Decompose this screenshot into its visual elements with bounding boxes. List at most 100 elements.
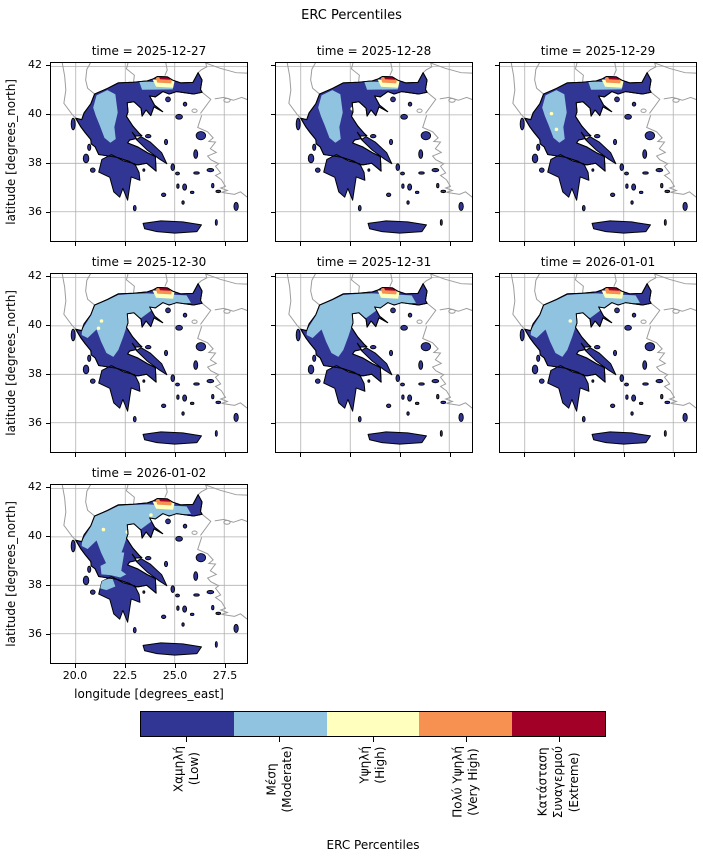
y-axis-label-text: latitude [degrees_north] [4, 79, 18, 225]
panel-title: time = 2025-12-30 [91, 255, 207, 269]
x-axis-label: longitude [degrees_east] [74, 687, 224, 701]
map-axes [50, 484, 248, 664]
y-tick-mark [46, 211, 50, 213]
y-tick-mark [271, 211, 275, 213]
colorbar-tick-label-line: Μέση [264, 763, 279, 796]
y-tick-mark [46, 324, 50, 326]
neighbor-borders [61, 274, 247, 409]
x-tick-mark [174, 242, 176, 246]
colorbar-tick-label-line: Χαμηλή [171, 746, 185, 793]
y-tick-mark [495, 64, 499, 66]
x-tick-label: 27.5 [212, 669, 238, 682]
y-tick-mark [495, 113, 499, 115]
greece-map [51, 274, 247, 452]
y-tick-label: 42 [28, 58, 42, 72]
coastline [300, 283, 428, 383]
y-tick-mark [46, 422, 50, 424]
x-tick-label: 22.5 [112, 669, 138, 682]
greece-map [276, 274, 472, 452]
colorbar-segment-high [326, 712, 420, 736]
greece-map [276, 63, 472, 241]
coastline [75, 72, 203, 172]
y-tick-label: 36 [28, 416, 42, 430]
x-tick-mark [573, 453, 575, 457]
x-tick-mark [174, 453, 176, 457]
colorbar-tick-label: Κατάσταση Συναγερμού (Extreme) [536, 746, 583, 818]
x-tick-mark [74, 664, 76, 668]
panel-title: time = 2026-01-01 [540, 255, 656, 269]
greece-map [500, 63, 696, 241]
x-tick-mark [349, 242, 351, 246]
y-tick-mark [46, 486, 50, 488]
panel-title: time = 2026-01-02 [91, 466, 207, 480]
y-tick-label: 42 [28, 480, 42, 494]
y-tick-label: 40 [28, 529, 42, 543]
y-tick-mark [271, 275, 275, 277]
y-tick-mark [495, 162, 499, 164]
y-tick-mark [46, 535, 50, 537]
colorbar-tick-mark [465, 737, 467, 742]
coastline [300, 72, 428, 172]
colorbar-tick-label: Υψηλή (High) [357, 746, 388, 784]
colorbar-segment-extreme [512, 712, 605, 736]
y-tick-mark [46, 162, 50, 164]
x-tick-mark [74, 453, 76, 457]
y-axis-label: latitude [degrees_north] [2, 273, 20, 453]
y-tick-label: 40 [28, 107, 42, 121]
x-tick-mark [399, 242, 401, 246]
colorbar-tick-label-line: Συναγερμού [551, 746, 566, 819]
x-tick-mark [124, 453, 126, 457]
x-tick-mark [74, 242, 76, 246]
y-tick-label: 42 [28, 269, 42, 283]
y-tick-mark [271, 113, 275, 115]
x-tick-mark [299, 242, 301, 246]
map-axes [50, 273, 248, 453]
x-tick-mark [124, 242, 126, 246]
y-tick-mark [46, 275, 50, 277]
neighbor-borders [286, 63, 472, 198]
greece-map [500, 274, 696, 452]
panel-title: time = 2025-12-29 [540, 44, 656, 58]
colorbar-axis-label: ERC Percentiles [326, 838, 420, 852]
x-tick-mark [124, 664, 126, 668]
y-axis-label: latitude [degrees_north] [2, 484, 20, 664]
y-tick-mark [46, 373, 50, 375]
x-tick-label: 25.0 [162, 669, 188, 682]
y-tick-mark [495, 324, 499, 326]
x-tick-mark [299, 453, 301, 457]
neighbor-borders [510, 274, 696, 409]
y-tick-mark [271, 324, 275, 326]
colorbar-tick-mark [186, 737, 188, 742]
map-axes [499, 62, 697, 242]
y-tick-label: 38 [28, 156, 42, 170]
x-tick-mark [623, 242, 625, 246]
y-tick-label: 40 [28, 318, 42, 332]
x-tick-mark [224, 453, 226, 457]
x-tick-mark [449, 453, 451, 457]
neighbor-borders [61, 63, 247, 198]
y-tick-mark [46, 113, 50, 115]
colorbar-tick-label-line: (Moderate) [279, 746, 294, 813]
x-tick-mark [224, 242, 226, 246]
colorbar-tick-label-line: Κατάσταση [536, 747, 550, 817]
y-tick-mark [495, 211, 499, 213]
colorbar-segment-moderate [233, 712, 327, 736]
colorbar-tick-label: Πολύ Υψηλή (Very High) [451, 746, 482, 818]
y-tick-mark [495, 422, 499, 424]
y-axis-label-text: latitude [degrees_north] [4, 501, 18, 647]
y-tick-label: 38 [28, 578, 42, 592]
y-tick-label: 36 [28, 627, 42, 641]
colorbar-tick-label-line: Πολύ Υψηλή [450, 746, 465, 818]
neighbor-borders [61, 485, 247, 620]
colorbar-tick-label-line: (Very High) [466, 748, 481, 816]
colorbar-tick-label: Χαμηλή (Low) [171, 746, 202, 792]
x-tick-mark [174, 664, 176, 668]
map-axes [50, 62, 248, 242]
colorbar-tick-label-line: (High) [373, 746, 387, 784]
figure-title: ERC Percentiles [301, 8, 402, 23]
y-tick-mark [46, 633, 50, 635]
x-tick-mark [523, 242, 525, 246]
colorbar-tick-mark [372, 737, 374, 742]
greece-map [51, 63, 247, 241]
